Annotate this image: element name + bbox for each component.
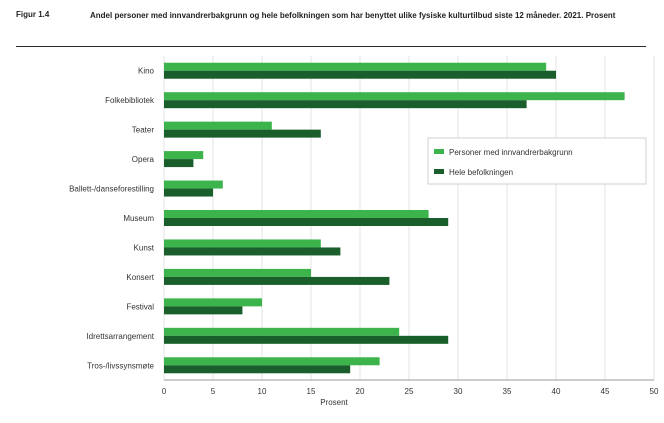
bar-innvandrerbakgrunn — [164, 298, 262, 307]
legend-box — [427, 137, 647, 185]
bar-innvandrerbakgrunn — [164, 92, 625, 101]
bar-innvandrerbakgrunn — [164, 62, 547, 71]
category-label: Festival — [126, 302, 154, 311]
legend-swatch-innvandrerbakgrunn — [434, 149, 444, 154]
bar-innvandrerbakgrunn — [164, 210, 429, 218]
x-tick-labels: 0 5 10 15 20 25 30 35 40 45 50 — [162, 387, 659, 396]
category-labels: Kino Folkebibliotek Teater Opera Ballett-/da… — [69, 67, 155, 371]
legend: Personer med innvandrerbakgrunn Hele bef… — [427, 137, 647, 185]
bar-hele-befolkningen — [164, 129, 321, 138]
bar-innvandrerbakgrunn — [164, 357, 380, 366]
category-label: Ballett-/danseforestilling — [69, 185, 154, 194]
x-tick-label: 25 — [405, 387, 414, 396]
category-label: Kino — [138, 67, 155, 76]
bar-innvandrerbakgrunn — [164, 121, 272, 130]
bar-innvandrerbakgrunn — [164, 239, 321, 248]
x-tick-label: 10 — [258, 387, 267, 396]
bars — [164, 62, 625, 374]
bar-hele-befolkningen — [164, 276, 390, 285]
x-tick-label: 15 — [307, 387, 316, 396]
figure-header: Figur 1.4 Andel personer med innvandrerb… — [16, 8, 646, 47]
bar-innvandrerbakgrunn — [164, 268, 311, 277]
x-tick-label: 0 — [162, 387, 167, 396]
bar-hele-befolkningen — [164, 159, 194, 168]
bar-innvandrerbakgrunn — [164, 327, 400, 336]
category-label: Kunst — [134, 243, 155, 252]
x-tick-label: 35 — [503, 387, 512, 396]
category-label: Idrettsarrangement — [86, 332, 154, 341]
bar-hele-befolkningen — [164, 335, 449, 344]
x-tick-label: 20 — [356, 387, 365, 396]
bar-hele-befolkningen — [164, 247, 341, 256]
figure-label: Figur 1.4 — [16, 10, 50, 19]
bar-hele-befolkningen — [164, 70, 556, 79]
bar-hele-befolkningen — [164, 188, 213, 197]
bar-innvandrerbakgrunn — [164, 151, 204, 160]
category-label: Teater — [132, 126, 155, 135]
x-tick-label: 40 — [552, 387, 561, 396]
legend-label-innvandrerbakgrunn: Personer med innvandrerbakgrunn — [449, 148, 573, 157]
bar-innvandrerbakgrunn — [164, 180, 223, 189]
bar-hele-befolkningen — [164, 218, 449, 226]
bar-hele-befolkningen — [164, 306, 243, 315]
category-label: Museum — [123, 214, 154, 223]
x-tick-label: 5 — [211, 387, 216, 396]
x-tick-label: 45 — [601, 387, 610, 396]
category-label: Konsert — [126, 273, 154, 282]
category-label: Tros-/livssynsmøte — [87, 361, 154, 370]
legend-label-hele-befolkningen: Hele befolkningen — [449, 168, 513, 177]
figure-title: Andel personer med innvandrerbakgrunn og… — [90, 11, 616, 20]
x-axis-label: Prosent — [320, 398, 348, 407]
bar-hele-befolkningen — [164, 365, 351, 374]
x-tick-label: 50 — [650, 387, 659, 396]
category-label: Opera — [132, 155, 155, 164]
x-tick-label: 30 — [454, 387, 463, 396]
category-label: Folkebibliotek — [105, 96, 155, 105]
bar-hele-befolkningen — [164, 100, 527, 109]
legend-swatch-hele-befolkningen — [434, 169, 444, 174]
